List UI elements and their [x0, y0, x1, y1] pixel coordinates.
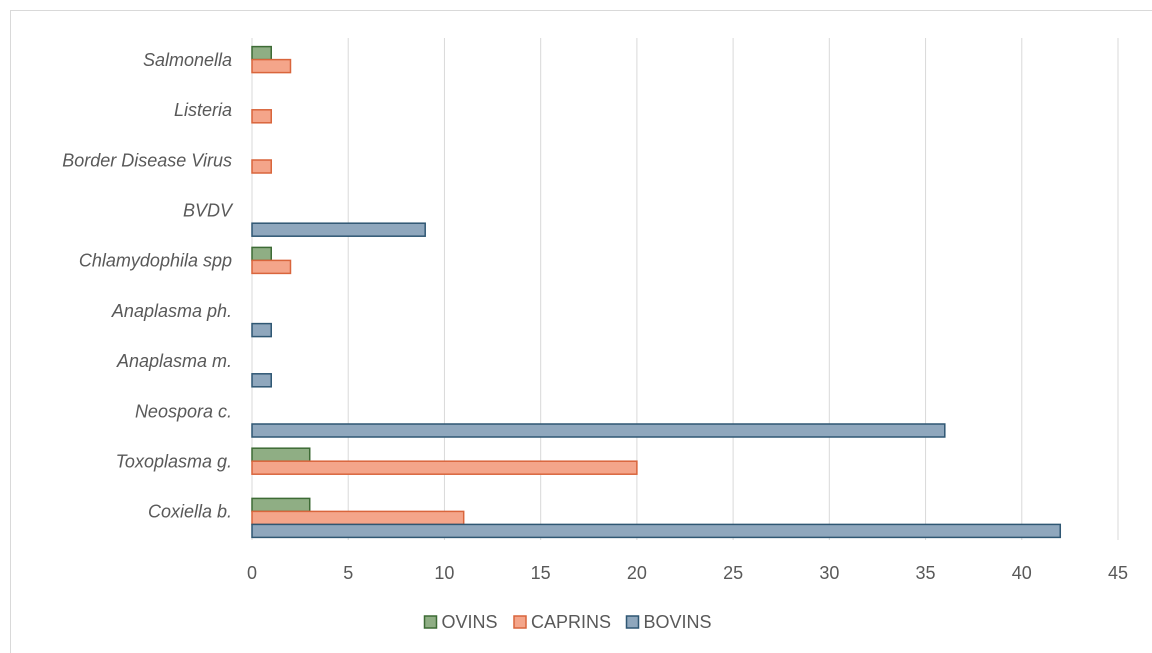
bar — [251, 159, 272, 174]
bar — [251, 109, 272, 124]
bar — [251, 259, 292, 275]
y-tick-label: BVDV — [183, 200, 234, 220]
bar — [251, 373, 272, 388]
y-tick-label: Border Disease Virus — [62, 150, 232, 170]
x-tick-label: 35 — [916, 563, 936, 583]
bar — [251, 510, 465, 526]
x-tick-label: 0 — [247, 563, 257, 583]
bar — [251, 222, 426, 237]
legend-label: BOVINS — [644, 612, 712, 632]
legend-swatch — [625, 615, 640, 629]
y-tick-label: Toxoplasma g. — [116, 451, 232, 471]
bar — [251, 45, 272, 61]
bar — [251, 497, 311, 513]
x-tick-label: 25 — [723, 563, 743, 583]
x-tick-label: 45 — [1108, 563, 1128, 583]
x-tick-label: 40 — [1012, 563, 1032, 583]
bar — [251, 447, 311, 462]
x-tick-label: 15 — [531, 563, 551, 583]
legend-label: CAPRINS — [531, 612, 611, 632]
bar — [251, 322, 272, 338]
legend-label: OVINS — [442, 612, 498, 632]
y-tick-label: Chlamydophila spp — [79, 251, 232, 271]
bar — [251, 523, 1062, 539]
x-tick-label: 5 — [343, 563, 353, 583]
y-tick-label: Listeria — [174, 100, 232, 120]
legend-swatch — [513, 615, 527, 629]
x-tick-label: 30 — [819, 563, 839, 583]
bar — [251, 246, 272, 262]
y-tick-label: Anaplasma ph. — [111, 301, 232, 321]
bar — [251, 460, 638, 475]
bar — [251, 58, 292, 74]
y-tick-label: Anaplasma m. — [116, 351, 232, 371]
y-tick-label: Coxiella b. — [148, 502, 232, 522]
chart-frame — [10, 10, 1152, 653]
bar — [251, 423, 946, 438]
y-tick-label: Salmonella — [143, 50, 232, 70]
legend-swatch — [423, 615, 438, 629]
x-tick-label: 20 — [627, 563, 647, 583]
y-tick-label: Neospora c. — [135, 401, 232, 421]
x-tick-label: 10 — [434, 563, 454, 583]
